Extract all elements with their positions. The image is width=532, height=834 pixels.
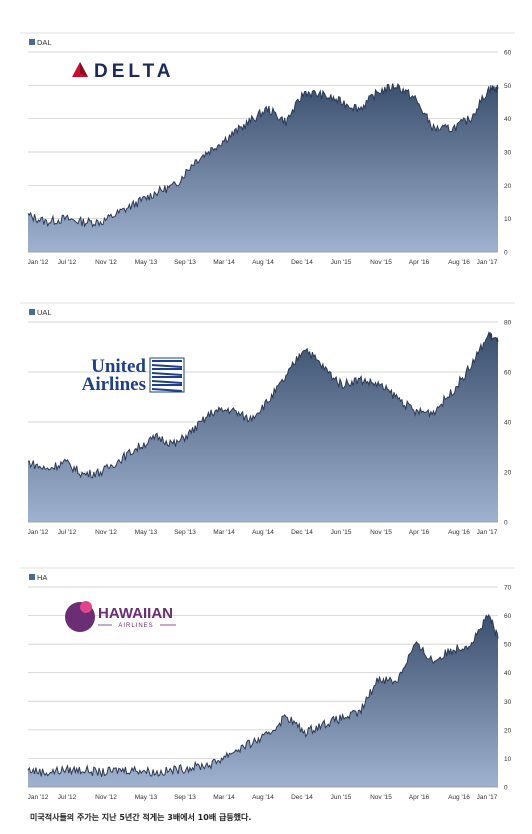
x-tick-label: Jul '12 <box>58 529 77 536</box>
y-tick-label: 60 <box>504 50 512 57</box>
globe-stripe <box>151 388 183 392</box>
x-tick-label: Jan '12 <box>28 529 49 536</box>
y-tick-label: 0 <box>504 785 508 792</box>
globe-stripe <box>151 380 183 384</box>
series-line <box>28 331 499 479</box>
x-tick-label: Jan '12 <box>28 259 49 266</box>
x-tick-label: Jun '15 <box>331 259 352 266</box>
hawaiian-logo-subtext: AIRLINES <box>118 623 153 629</box>
y-tick-label: 20 <box>504 183 512 190</box>
ual-chart: UAL 0 20 40 60 80 Jan '12 Jul '12 Nov '12 May '13… <box>20 302 515 536</box>
x-tick-label: Nov '15 <box>370 529 392 536</box>
delta-triangle-shade <box>80 62 88 77</box>
hawaiian-logo-text: HAWAIIAN <box>98 605 173 622</box>
y-tick-label: 40 <box>504 420 512 427</box>
x-tick-label: Jul '12 <box>58 259 77 266</box>
y-tick-label: 30 <box>504 699 512 706</box>
x-tick-label: Mar '14 <box>213 259 235 266</box>
x-tick-label: Sep '13 <box>174 259 196 266</box>
y-tick-label: 60 <box>504 613 512 620</box>
united-logo-text-1: United <box>91 356 146 377</box>
x-tick-label: Apr '16 <box>409 794 430 801</box>
series-line <box>27 613 499 777</box>
y-tick-label: 10 <box>504 756 512 763</box>
x-tick-label: Dec '14 <box>291 529 313 536</box>
legend-swatch <box>29 309 35 315</box>
x-tick-label: Nov '15 <box>370 259 392 266</box>
delta-logo: DELTA <box>72 61 175 82</box>
x-tick-label: Jan '17 <box>477 259 498 266</box>
y-tick-label: 30 <box>504 150 512 157</box>
series-line <box>27 83 499 228</box>
x-tick-label: Jan '17 <box>477 529 498 536</box>
y-tick-label: 0 <box>504 250 508 257</box>
x-tick-label: Nov '12 <box>95 794 117 801</box>
series-area <box>28 614 498 787</box>
caption-text: 미국적사들의 주가는 지난 5년간 적게는 3배에서 10배 급등했다. <box>30 813 252 822</box>
x-tick-label: Jan '12 <box>28 794 49 801</box>
hibiscus-icon <box>80 601 92 613</box>
legend-swatch <box>29 574 35 580</box>
united-logo-text-2: Airlines <box>82 374 146 395</box>
x-tick-label: Mar '14 <box>213 794 235 801</box>
globe-stripe <box>151 372 183 376</box>
y-tick-label: 70 <box>504 585 512 592</box>
dal-chart: DAL 0 10 20 30 40 50 60 Jan '12 Jul '12 Nov '12 May… <box>20 32 515 266</box>
x-tick-label: Nov '12 <box>95 259 117 266</box>
ha-chart: HA 0 10 20 30 40 50 60 70 Jan '12 Jul '12 Nov '12 Ma… <box>20 567 515 801</box>
y-tick-label: 80 <box>504 320 512 327</box>
x-tick-label: Jul '12 <box>58 794 77 801</box>
series-area <box>28 83 498 252</box>
y-tick-label: 10 <box>504 216 512 223</box>
legend-label: HA <box>37 573 47 582</box>
x-tick-label: Aug '14 <box>252 529 274 536</box>
x-tick-label: May '13 <box>135 794 158 801</box>
x-tick-label: Dec '14 <box>291 794 313 801</box>
y-tick-label: 50 <box>504 642 512 649</box>
y-tick-label: 20 <box>504 727 512 734</box>
x-tick-label: Sep '13 <box>174 794 196 801</box>
ha-chart-panel: HA 0 10 20 30 40 50 60 70 Jan '12 Jul '12 Nov '12 Ma… <box>0 565 532 810</box>
x-tick-label: Jun '15 <box>331 529 352 536</box>
legend-swatch <box>29 39 35 45</box>
ual-chart-panel: UAL 0 20 40 60 80 Jan '12 Jul '12 Nov '12 May '13… <box>0 300 532 545</box>
x-tick-label: Nov '12 <box>95 529 117 536</box>
x-tick-label: Aug '14 <box>252 794 274 801</box>
x-tick-label: Jan '17 <box>477 794 498 801</box>
series-area <box>28 332 498 522</box>
y-tick-label: 20 <box>504 470 512 477</box>
x-tick-label: Apr '16 <box>409 529 430 536</box>
x-tick-label: May '13 <box>135 529 158 536</box>
x-tick-label: Jun '15 <box>331 794 352 801</box>
globe-stripe <box>151 364 183 368</box>
y-tick-label: 0 <box>504 520 508 527</box>
delta-logo-text: DELTA <box>94 61 175 82</box>
x-tick-label: Sep '13 <box>174 529 196 536</box>
y-tick-label: 50 <box>504 83 512 90</box>
x-tick-label: Dec '14 <box>291 259 313 266</box>
y-tick-label: 40 <box>504 116 512 123</box>
x-tick-label: Mar '14 <box>213 529 235 536</box>
y-tick-label: 60 <box>504 370 512 377</box>
x-tick-label: Aug '14 <box>252 259 274 266</box>
x-tick-label: Apr '16 <box>409 259 430 266</box>
x-tick-label: Nov '15 <box>370 794 392 801</box>
y-tick-label: 40 <box>504 670 512 677</box>
dal-chart-panel: DAL 0 10 20 30 40 50 60 Jan '12 Jul '12 Nov '12 May… <box>0 30 532 275</box>
x-tick-label: Aug '16 <box>448 794 470 801</box>
legend-label: DAL <box>37 38 52 47</box>
x-tick-label: Aug '16 <box>448 259 470 266</box>
legend-label: UAL <box>37 308 52 317</box>
x-tick-label: Aug '16 <box>448 529 470 536</box>
x-tick-label: May '13 <box>135 259 158 266</box>
